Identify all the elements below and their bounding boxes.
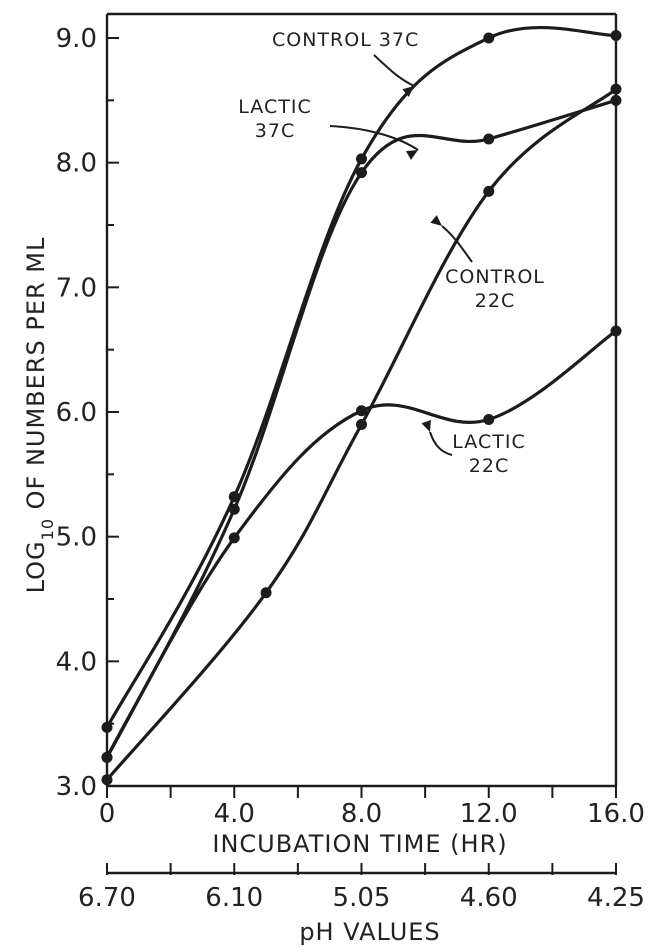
annotation-line: LACTIC: [238, 96, 311, 118]
annotation-arrow: [441, 225, 473, 263]
secondary-x-axis-title: pH VALUES: [299, 918, 440, 946]
annotation-arrowhead: [405, 150, 418, 160]
x-tick-label: 4.0: [214, 799, 255, 829]
y-tick-label: 3.0: [56, 772, 97, 802]
data-point-lactic-22c: [101, 751, 113, 763]
data-point-lactic-37c: [610, 94, 622, 106]
data-point-lactic-22c: [228, 532, 240, 544]
annotation-arrow: [329, 125, 419, 151]
y-axis-title-rest: OF NUMBERS PER ML: [22, 237, 50, 518]
y-tick-label: 8.0: [56, 149, 97, 179]
data-point-control-22c: [356, 418, 367, 430]
ph-tick-label: 6.70: [78, 883, 136, 913]
x-tick-label: 16.0: [587, 799, 645, 829]
annotation-control-22c: CONTROL 22C: [445, 266, 545, 312]
series-line-lactic-22c: [105, 329, 618, 759]
annotation-arrow: [373, 54, 415, 87]
annotation-line: 22C: [475, 290, 515, 312]
x-tick-label: 12.0: [460, 799, 518, 829]
data-point-control-22c: [101, 774, 113, 786]
y-tick-label: 4.0: [56, 647, 97, 677]
annotation-arrowhead: [421, 419, 431, 432]
annotation-lactic-37c: LACTIC 37C: [238, 96, 311, 142]
data-point-control-37c: [483, 32, 495, 44]
ph-tick-label: 4.60: [460, 883, 518, 913]
annotation-arrow: [429, 431, 453, 456]
data-point-control-22c: [483, 185, 495, 197]
series-line-control-37c: [105, 25, 618, 730]
annotation-arrowhead: [430, 215, 442, 226]
annotation-line: CONTROL: [445, 266, 545, 288]
y-tick-label: 9.0: [56, 24, 97, 54]
data-point-control-37c: [356, 153, 367, 165]
x-tick-label: 8.0: [341, 799, 382, 829]
annotation-line: LACTIC: [452, 431, 525, 453]
data-point-control-22c: [260, 587, 272, 599]
annotation-lactic-22c: LACTIC 22C: [452, 431, 525, 477]
y-tick-label: 7.0: [56, 273, 97, 303]
data-point-control-22c: [610, 83, 622, 95]
ph-tick-label: 4.25: [587, 883, 645, 913]
axes: 3.0 4.0 5.0 6.0 7.0 8.0 9.0 0 4.0 8.0 12.0 16.0 6.70…: [56, 12, 645, 913]
series-curves: [105, 25, 618, 782]
annotation-line: 37C: [255, 120, 295, 142]
annotation-line: CONTROL 37C: [272, 29, 419, 51]
series-line-control-22c: [105, 87, 618, 782]
y-axis-title-prefix: LOG: [22, 540, 50, 593]
y-tick-label: 6.0: [56, 398, 97, 428]
ph-tick-label: 5.05: [333, 883, 391, 913]
data-point-control-37c: [101, 721, 113, 733]
annotation-line: 22C: [469, 455, 509, 477]
data-point-control-37c: [228, 491, 240, 503]
data-point-lactic-37c: [228, 503, 240, 515]
data-point-lactic-22c: [356, 405, 367, 417]
annotation-control-37c: CONTROL 37C: [272, 29, 419, 51]
y-axis-title-subscript: 10: [38, 518, 57, 540]
data-point-lactic-22c: [483, 413, 495, 425]
data-point-lactic-37c: [356, 167, 367, 179]
y-tick-label: 5.0: [56, 523, 97, 553]
ph-tick-label: 6.10: [205, 883, 263, 913]
annotation-arrowhead: [402, 86, 414, 97]
data-markers: [101, 30, 622, 786]
data-point-lactic-22c: [610, 325, 622, 337]
x-tick-label: 0: [99, 799, 116, 829]
data-point-control-37c: [610, 30, 622, 42]
x-axis-title: INCUBATION TIME (HR): [212, 830, 507, 858]
y-axis-title: LOG10 OF NUMBERS PER ML: [22, 237, 57, 594]
data-point-lactic-37c: [483, 133, 495, 145]
